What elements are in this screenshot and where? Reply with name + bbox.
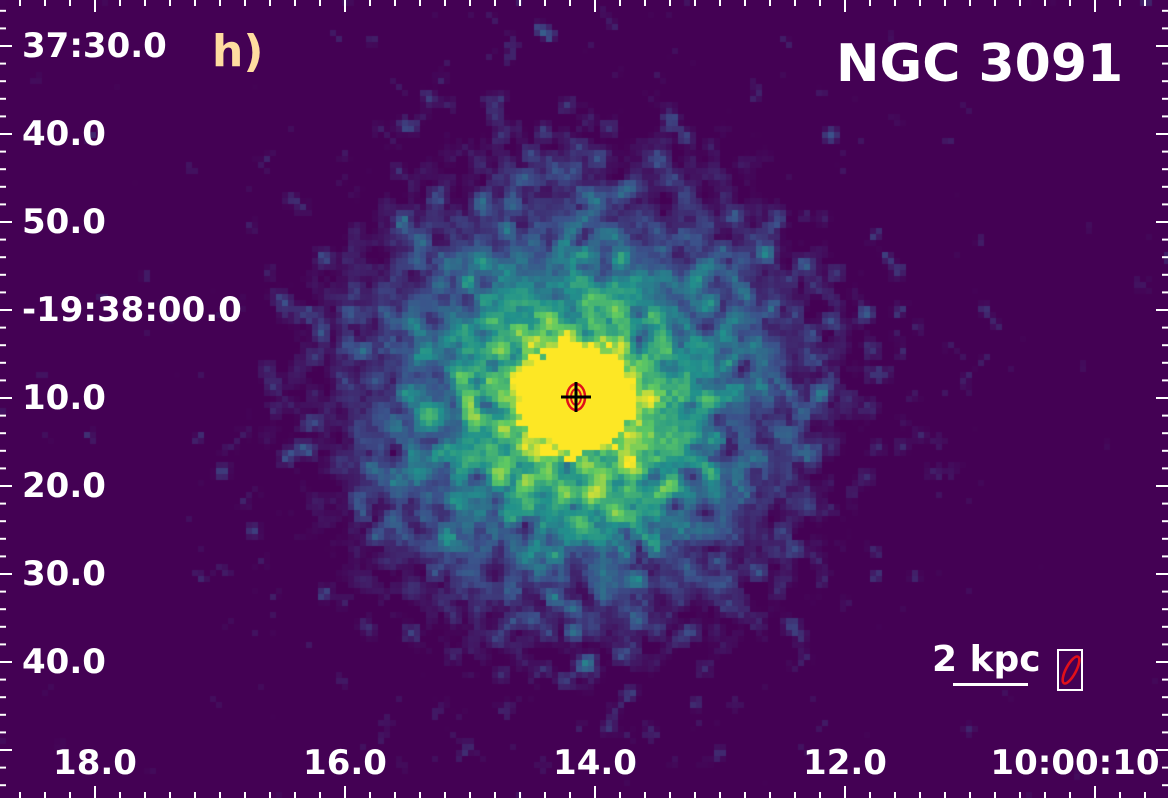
dec-tick-label: 10.0 (22, 378, 106, 418)
dec-tick-label: 40.0 (22, 114, 106, 154)
ra-tick-label: 12.0 (803, 743, 887, 783)
ra-tick-label: 18.0 (53, 743, 137, 783)
beam-box (1057, 649, 1083, 691)
scale-bar (953, 683, 1028, 686)
dec-tick-label: 20.0 (22, 466, 106, 506)
crosshair-icon (561, 382, 591, 412)
dec-tick-label: 30.0 (22, 554, 106, 594)
dec-tick-label: 40.0 (22, 642, 106, 682)
ra-tick-label: 10:00:10 (990, 743, 1160, 783)
beam-ellipse-icon (1061, 655, 1081, 685)
dec-tick-label: -19:38:00.0 (22, 290, 242, 330)
scale-bar-label: 2 kpc (932, 639, 1041, 680)
dec-tick-label: 50.0 (22, 202, 106, 242)
ra-tick-label: 16.0 (303, 743, 387, 783)
ra-tick-label: 14.0 (553, 743, 637, 783)
object-name-title: NGC 3091 (836, 34, 1124, 94)
dec-tick-label: 37:30.0 (22, 26, 167, 66)
panel-letter: h) (212, 26, 264, 77)
